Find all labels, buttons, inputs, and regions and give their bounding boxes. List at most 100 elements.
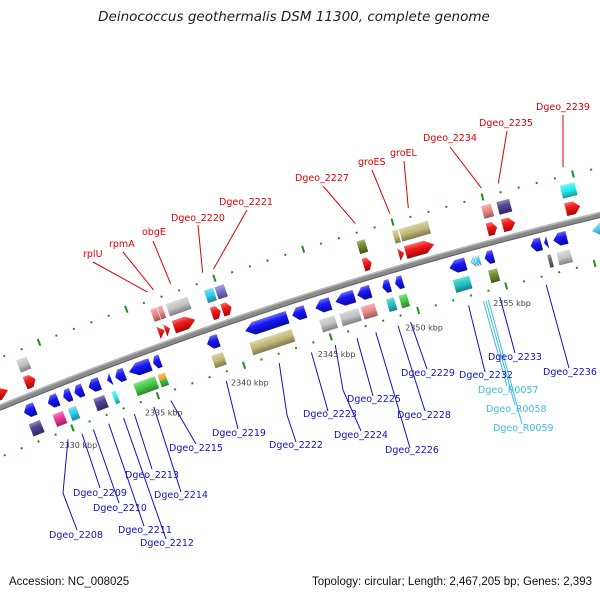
- gene-arrow[interactable]: [313, 297, 333, 314]
- gene-arrow[interactable]: [361, 256, 374, 272]
- gene-label[interactable]: Dgeo_2214: [154, 490, 208, 501]
- gene-feature-obge[interactable]: [165, 296, 198, 334]
- gene-category-box[interactable]: [133, 376, 160, 397]
- gene-label[interactable]: Dgeo_2212: [140, 538, 194, 549]
- gene-label[interactable]: Dgeo_2229: [401, 368, 455, 379]
- gene-feature-dgeo-2229[interactable]: [393, 275, 411, 309]
- gene-category-box[interactable]: [559, 182, 578, 199]
- gene-category-box[interactable]: [67, 405, 81, 422]
- gene-feature[interactable]: [552, 230, 574, 266]
- gene-category-box[interactable]: [452, 275, 473, 293]
- gene-label[interactable]: Dgeo_2209: [73, 488, 127, 499]
- gene-category-box[interactable]: [203, 287, 217, 304]
- gene-arrow[interactable]: [483, 249, 496, 265]
- gene-feature-dgeo-2228[interactable]: [381, 279, 398, 313]
- gene-feature-dgeo-2224[interactable]: [313, 297, 339, 333]
- gene-feature-dgeo-2232[interactable]: [448, 257, 473, 293]
- gene-feature-dgeo-2236[interactable]: [529, 237, 543, 252]
- gene-arrow[interactable]: [72, 383, 86, 399]
- gene-label[interactable]: Dgeo_2232: [459, 370, 513, 381]
- gene-arrow[interactable]: [542, 235, 550, 250]
- gene-label[interactable]: Dgeo_2211: [118, 525, 172, 536]
- gene-category-box[interactable]: [211, 352, 227, 369]
- gene-arrow[interactable]: [86, 377, 102, 393]
- gene-feature-dgeo-2213[interactable]: [113, 367, 127, 384]
- gene-arrow[interactable]: [113, 367, 127, 384]
- gene-arrow[interactable]: [500, 216, 517, 233]
- gene-label[interactable]: Dgeo_2227: [295, 173, 349, 184]
- gene-category-box[interactable]: [488, 268, 501, 284]
- gene-feature-dgeo-2239[interactable]: [559, 182, 582, 217]
- gene-arrow[interactable]: [290, 305, 308, 322]
- gene-arrow[interactable]: [45, 393, 61, 409]
- gene-category-box[interactable]: [28, 419, 45, 437]
- gene-arrow[interactable]: [163, 322, 172, 337]
- gene-feature-groel[interactable]: [398, 220, 436, 259]
- gene-arrow[interactable]: [448, 257, 468, 274]
- gene-arrow[interactable]: [151, 354, 163, 370]
- gene-category-box[interactable]: [496, 198, 513, 215]
- gene-category-box[interactable]: [93, 394, 109, 412]
- gene-feature-dgeo-2219[interactable]: [205, 334, 227, 369]
- gene-label[interactable]: Dgeo_R0058: [486, 404, 547, 415]
- gene-category-box[interactable]: [52, 410, 68, 428]
- gene-category-box[interactable]: [360, 303, 378, 320]
- gene-label[interactable]: Dgeo_2220: [171, 213, 225, 224]
- gene-arrow[interactable]: [333, 289, 357, 308]
- gene-label[interactable]: groES: [358, 157, 386, 168]
- gene-feature-dgeo-2227[interactable]: [356, 239, 374, 272]
- gene-label[interactable]: rplU: [83, 249, 103, 260]
- gene-arrow[interactable]: [564, 200, 581, 217]
- gene-feature-rplu[interactable]: [150, 307, 167, 339]
- gene-category-box[interactable]: [385, 297, 398, 313]
- gene-label[interactable]: obgE: [142, 227, 166, 238]
- gene-feature-dgeo-2223[interactable]: [290, 305, 308, 322]
- gene-category-box[interactable]: [398, 220, 432, 242]
- gene-category-box[interactable]: [319, 315, 339, 333]
- gene-arrow[interactable]: [22, 402, 38, 419]
- gene-arrow[interactable]: [105, 372, 114, 387]
- gene-label[interactable]: Dgeo_2215: [169, 443, 223, 454]
- gene-label[interactable]: Dgeo_2221: [219, 197, 273, 208]
- gene-feature-dgeo-2211[interactable]: [86, 377, 109, 412]
- rna-gene-arrow[interactable]: [590, 218, 600, 237]
- gene-label[interactable]: Dgeo_2236: [543, 367, 597, 378]
- gene-arrow[interactable]: [209, 305, 223, 321]
- gene-category-box[interactable]: [111, 390, 121, 405]
- gene-arrow[interactable]: [485, 221, 499, 237]
- gene-category-box[interactable]: [165, 296, 192, 317]
- gene-feature[interactable]: [22, 402, 45, 437]
- gene-label[interactable]: Dgeo_2208: [49, 530, 103, 541]
- gene-label[interactable]: Dgeo_2224: [334, 430, 388, 441]
- gene-arrow[interactable]: [220, 301, 233, 317]
- gene-label[interactable]: groEL: [390, 148, 418, 159]
- gene-arrow[interactable]: [552, 230, 569, 247]
- gene-label[interactable]: Dgeo_2223: [303, 409, 357, 420]
- gene-label[interactable]: Dgeo_2210: [93, 503, 147, 514]
- gene-arrow[interactable]: [22, 373, 38, 390]
- gene-label[interactable]: Dgeo_2228: [397, 410, 451, 421]
- gene-label[interactable]: Dgeo_2222: [269, 440, 323, 451]
- gene-label[interactable]: Dgeo_2213: [125, 470, 179, 481]
- gene-category-box[interactable]: [214, 284, 228, 300]
- gene-category-box[interactable]: [398, 293, 411, 309]
- gene-arrow[interactable]: [393, 275, 405, 290]
- gene-label[interactable]: Dgeo_2233: [488, 352, 542, 363]
- gene-feature[interactable]: [16, 356, 38, 390]
- gene-label[interactable]: Dgeo_2226: [385, 445, 439, 456]
- gene-category-box[interactable]: [356, 239, 369, 255]
- gene-feature-dgeo-2208[interactable]: [45, 393, 68, 428]
- gene-category-box[interactable]: [16, 356, 32, 373]
- gene-label[interactable]: Dgeo_2219: [212, 428, 266, 439]
- gene-label[interactable]: Dgeo_2225: [347, 394, 401, 405]
- gene-label[interactable]: Dgeo_2235: [479, 118, 533, 129]
- gene-category-box[interactable]: [556, 249, 574, 266]
- gene-feature[interactable]: [590, 218, 600, 237]
- gene-arrow[interactable]: [171, 314, 198, 334]
- gene-feature-dgeo-2235[interactable]: [496, 198, 517, 233]
- gene-feature-dgeo-2234[interactable]: [481, 203, 499, 237]
- gene-feature-dgeo-2233[interactable]: [483, 249, 501, 284]
- gene-feature[interactable]: [542, 235, 554, 268]
- gene-label[interactable]: Dgeo_R0059: [493, 423, 554, 434]
- gene-category-box[interactable]: [547, 254, 554, 268]
